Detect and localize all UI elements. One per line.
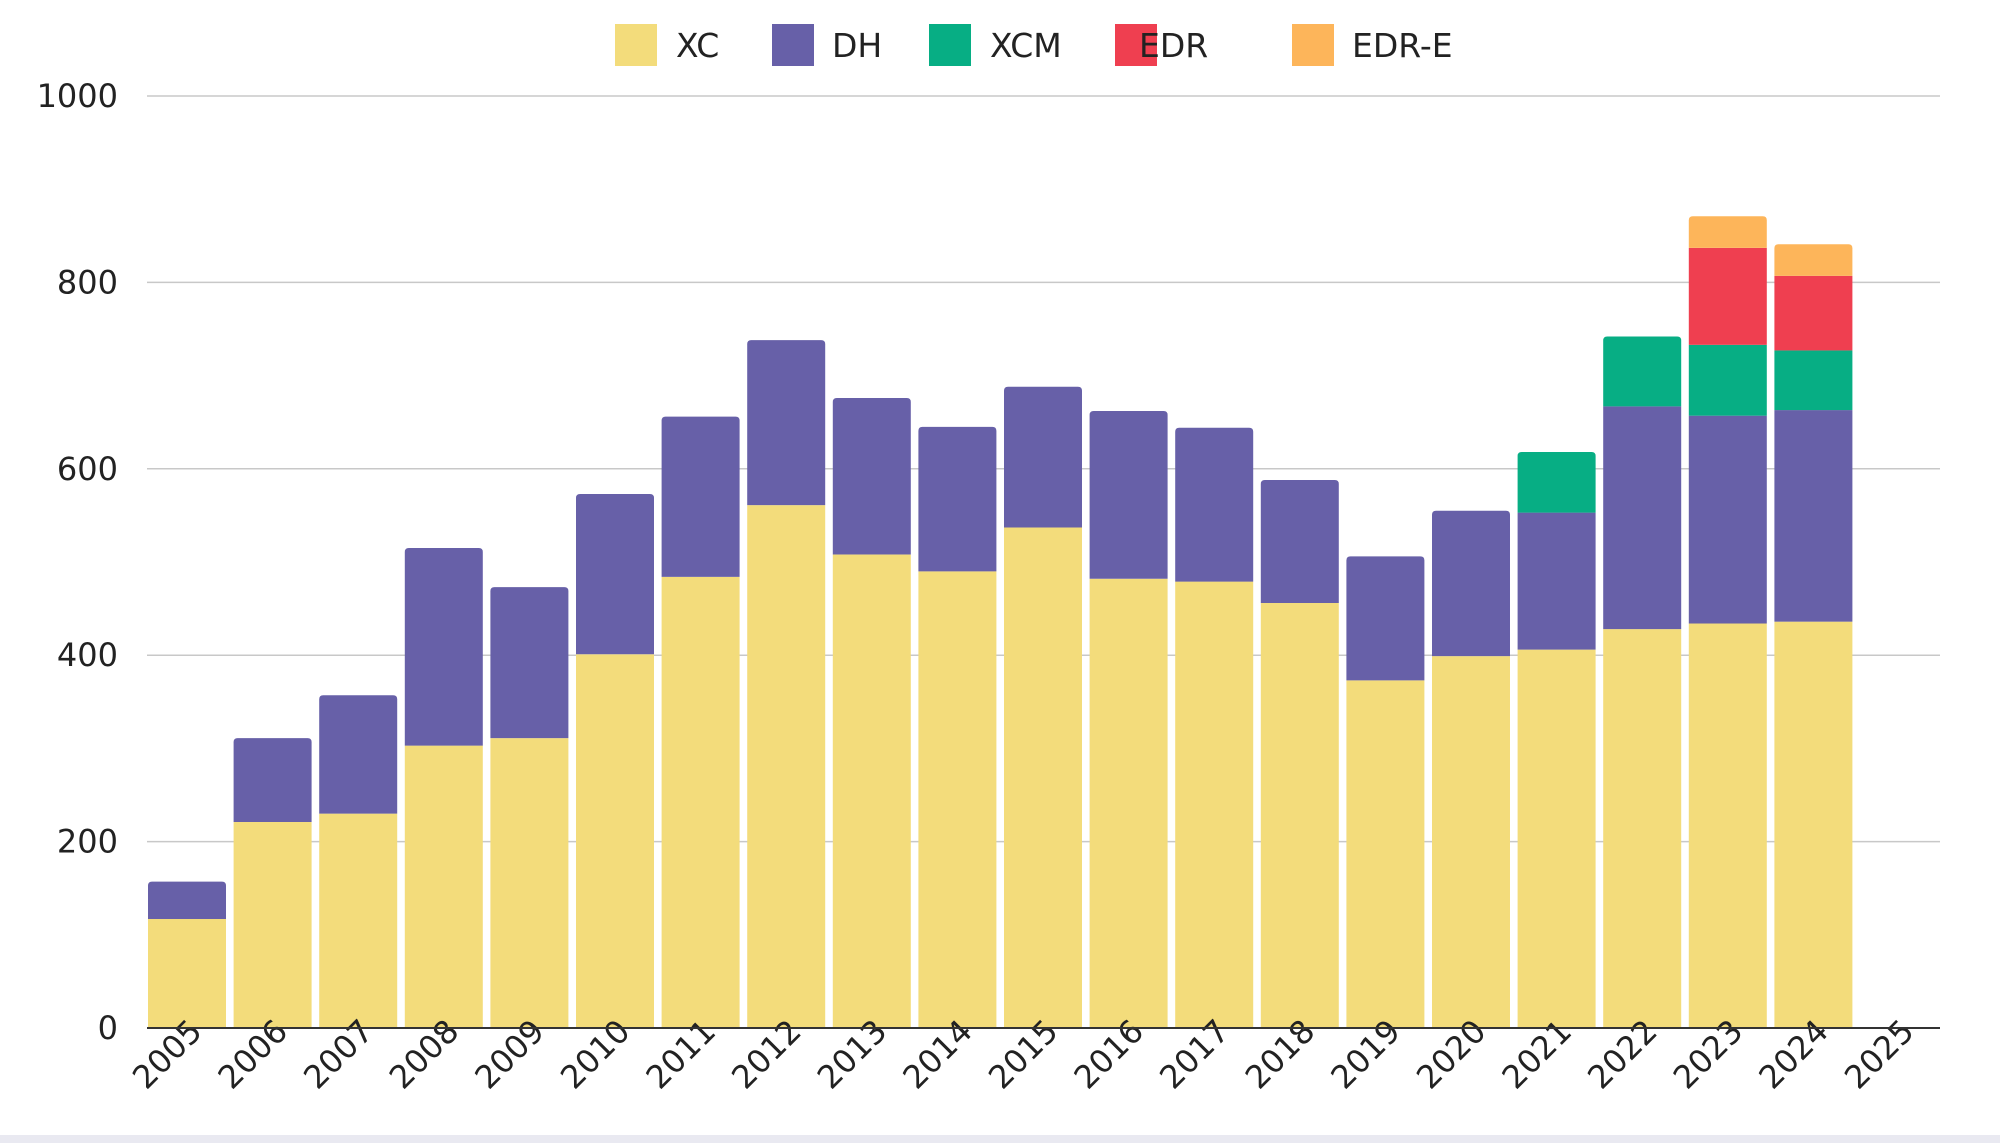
legend-swatch	[615, 24, 657, 66]
bar-2023-edr-e	[1688, 216, 1767, 248]
legend-label: XC	[676, 26, 719, 65]
bar-2012-xc	[747, 505, 826, 1028]
legend-label: XCM	[990, 26, 1062, 65]
legend: XC DH XCM EDR EDR-E	[615, 24, 1453, 66]
bar-2006-xc	[233, 822, 312, 1028]
bar-2008-xc	[404, 745, 483, 1028]
bar-2006-dh	[233, 738, 312, 823]
bar-2017-xc	[1175, 581, 1254, 1028]
bar-2011-xc	[661, 576, 740, 1028]
bar-2023-dh	[1688, 415, 1767, 624]
bar-2024-xcm	[1774, 350, 1853, 411]
bar-2005-dh	[148, 881, 226, 919]
bar-2012-dh	[747, 340, 826, 506]
legend-item-dh: DH	[772, 24, 882, 66]
legend-label: DH	[832, 26, 882, 65]
bar-2024-xc	[1774, 621, 1853, 1028]
bottom-border	[0, 1135, 2000, 1143]
bar-2005-xc	[148, 918, 226, 1028]
bar-2016-xc	[1089, 578, 1168, 1028]
bar-2022-dh	[1603, 406, 1682, 630]
y-tick-label: 800	[57, 263, 118, 301]
bar-2016-dh	[1089, 411, 1168, 579]
legend-swatch	[772, 24, 814, 66]
legend-swatch	[1115, 24, 1157, 66]
bar-2018-xc	[1260, 603, 1339, 1028]
bar-2007-xc	[319, 813, 398, 1028]
y-tick-label: 0	[98, 1009, 118, 1047]
legend-swatch	[1292, 24, 1334, 66]
bar-2021-dh	[1517, 512, 1596, 650]
bar-2011-dh	[661, 416, 740, 577]
y-tick-label: 400	[57, 636, 118, 674]
legend-item-edr: EDR	[1115, 24, 1208, 66]
bar-2014-dh	[918, 426, 997, 572]
bar-2009-xc	[490, 738, 569, 1028]
bar-2024-dh	[1774, 410, 1853, 622]
bar-2023-xc	[1688, 623, 1767, 1028]
legend-item-xc: XC	[615, 24, 719, 66]
bar-2024-edr	[1774, 275, 1853, 351]
bar-2010-dh	[576, 493, 654, 655]
bar-2022-xc	[1603, 629, 1682, 1028]
y-tick-label: 1000	[37, 77, 118, 115]
bar-2024-edr-e	[1774, 244, 1853, 276]
bar-2014-xc	[918, 571, 997, 1028]
bar-2009-dh	[490, 587, 569, 739]
bar-2019-xc	[1346, 680, 1425, 1028]
legend-swatch	[929, 24, 971, 66]
bar-2017-dh	[1175, 427, 1254, 582]
legend-label: EDR-E	[1352, 26, 1453, 65]
bar-2020-dh	[1432, 510, 1510, 657]
bar-2018-dh	[1260, 479, 1339, 604]
legend-item-xcm: XCM	[929, 24, 1062, 66]
legend-item-edr-e: EDR-E	[1292, 24, 1453, 66]
bar-2015-dh	[1004, 386, 1082, 528]
bar-2010-xc	[576, 654, 654, 1028]
legend-label: EDR	[1139, 26, 1208, 65]
bar-2021-xcm	[1517, 452, 1596, 513]
bar-2019-dh	[1346, 556, 1425, 681]
y-tick-label: 200	[57, 823, 118, 861]
bar-2020-xc	[1432, 656, 1510, 1028]
bar-2013-dh	[832, 397, 911, 555]
bar-2023-edr	[1688, 247, 1767, 345]
bars	[148, 216, 1853, 1028]
bar-2013-xc	[832, 554, 911, 1028]
bar-2021-xc	[1517, 649, 1596, 1028]
bar-2007-dh	[319, 695, 398, 814]
bar-2022-xcm	[1603, 336, 1682, 407]
y-tick-label: 600	[57, 450, 118, 488]
bar-2015-xc	[1004, 527, 1082, 1028]
bar-2023-xcm	[1688, 344, 1767, 416]
bar-2008-dh	[404, 548, 483, 746]
